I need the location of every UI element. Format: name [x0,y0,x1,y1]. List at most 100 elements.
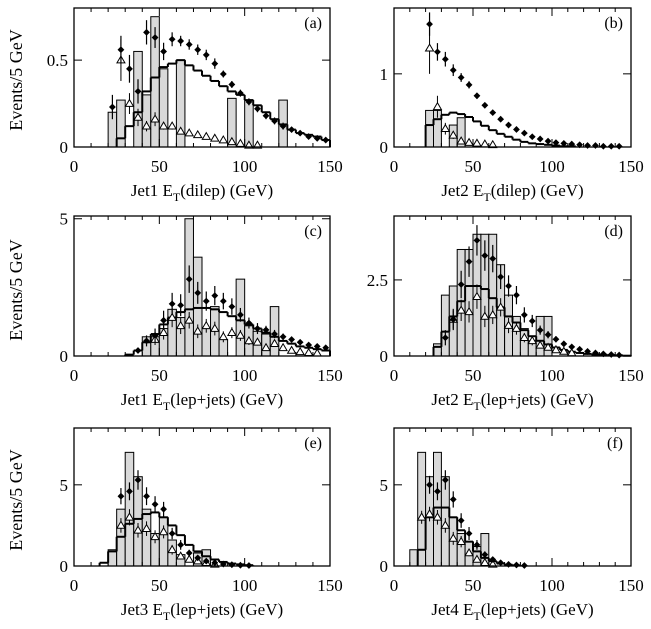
data-point [271,330,278,338]
y-tick-label: 0 [60,138,69,157]
data-point-series [441,225,623,359]
data-point [489,109,497,117]
open-point [558,346,569,355]
data-point [134,476,142,484]
data-point [211,292,219,300]
data-point [568,140,576,148]
filled-bar [141,508,152,567]
plot-frame [393,215,632,357]
data-point [449,496,457,503]
filled-bar [158,516,169,567]
open-point [167,544,178,554]
open-point [440,520,451,529]
data-point [322,136,330,144]
x-tick-label: 0 [390,366,399,385]
filled-bar [433,451,442,567]
open-point [479,311,490,320]
y-tick-label: 0.5 [47,51,68,70]
data-point [457,517,465,524]
x-tick-label: 100 [232,576,258,595]
data-point [305,341,313,349]
data-point [607,351,615,358]
data-point [134,347,142,354]
data-point [441,476,449,484]
data-point [607,142,615,150]
plot-frame [393,7,632,148]
filled-bar [409,549,419,567]
data-point [237,561,244,569]
open-point [150,531,160,541]
open-point [456,136,467,145]
filled-bar [192,256,203,357]
data-point [528,317,536,325]
open-point [201,320,212,330]
data-point [584,142,591,149]
data-point [237,89,244,97]
data-point [473,92,481,100]
data-point [560,340,568,348]
data-point [254,105,261,113]
open-point [511,323,522,332]
open-point [424,509,435,518]
open-point [235,138,246,147]
panel-c: 0 50 100 150 0 5 (c) Jet1 ET(lep+jets) (GeV) [60,210,343,413]
open-point [226,327,237,336]
data-point [505,282,512,290]
open-point [158,526,169,536]
y-tick-label: 1 [380,65,389,84]
y-tick-label: 0 [380,557,389,576]
data-point [177,541,185,549]
x-tick-label: 150 [317,576,343,595]
data-point [544,331,552,339]
data-point [497,559,505,567]
x-tick-label: 150 [317,157,343,176]
y-tick-label: 0 [380,347,389,366]
x-axis-label: Jet3 ET(lep+jets) (GeV) [121,600,283,623]
x-tick-label: 0 [390,157,399,176]
data-point [481,252,489,259]
data-point [513,561,520,569]
data-point [552,139,560,147]
x-tick-label: 0 [70,576,79,595]
data-point [143,337,150,345]
data-point [194,554,202,562]
panel-label: (d) [604,223,623,240]
data-point [513,126,520,133]
data-point-series [134,265,330,354]
filled-histogram [107,16,288,148]
filled-bar [244,99,254,148]
open-point [175,126,186,135]
filled-bar [440,294,450,357]
data-point [211,60,219,67]
line-histogram [416,506,522,567]
x-axis-label: Jet2 ET(lep+jets) (GeV) [431,390,593,413]
data-point [313,342,321,350]
data-point [497,273,505,281]
panel-f: 0 50 100 150 0 5 (f) Jet4 ET(lep+jets) (GeV) [380,427,644,623]
x-tick-label: 100 [539,576,565,595]
x-tick-label: 50 [151,366,168,385]
data-point [615,351,623,359]
data-point [219,297,227,305]
open-point [244,335,254,345]
plot-frame [73,7,331,148]
panel-label: (a) [304,15,322,32]
data-point [177,301,185,309]
open-point [519,332,530,342]
data-point [544,137,552,145]
panel-label: (f) [607,435,623,452]
open-point [269,338,280,347]
data-point [143,28,150,36]
x-tick-label: 50 [151,576,168,595]
data-point [126,65,133,73]
data-point [481,101,489,109]
y-tick-label: 5 [60,210,69,229]
plot-frame [73,215,331,357]
open-point [464,137,474,146]
open-triangle-series [448,284,577,357]
open-point [543,342,553,351]
filled-bar [133,476,143,567]
panel-e: 0 50 100 150 0 5 (e) Jet3 ET(lep+jets) (GeV) [60,427,343,623]
x-tick-label: 150 [618,366,644,385]
open-point [218,135,229,144]
